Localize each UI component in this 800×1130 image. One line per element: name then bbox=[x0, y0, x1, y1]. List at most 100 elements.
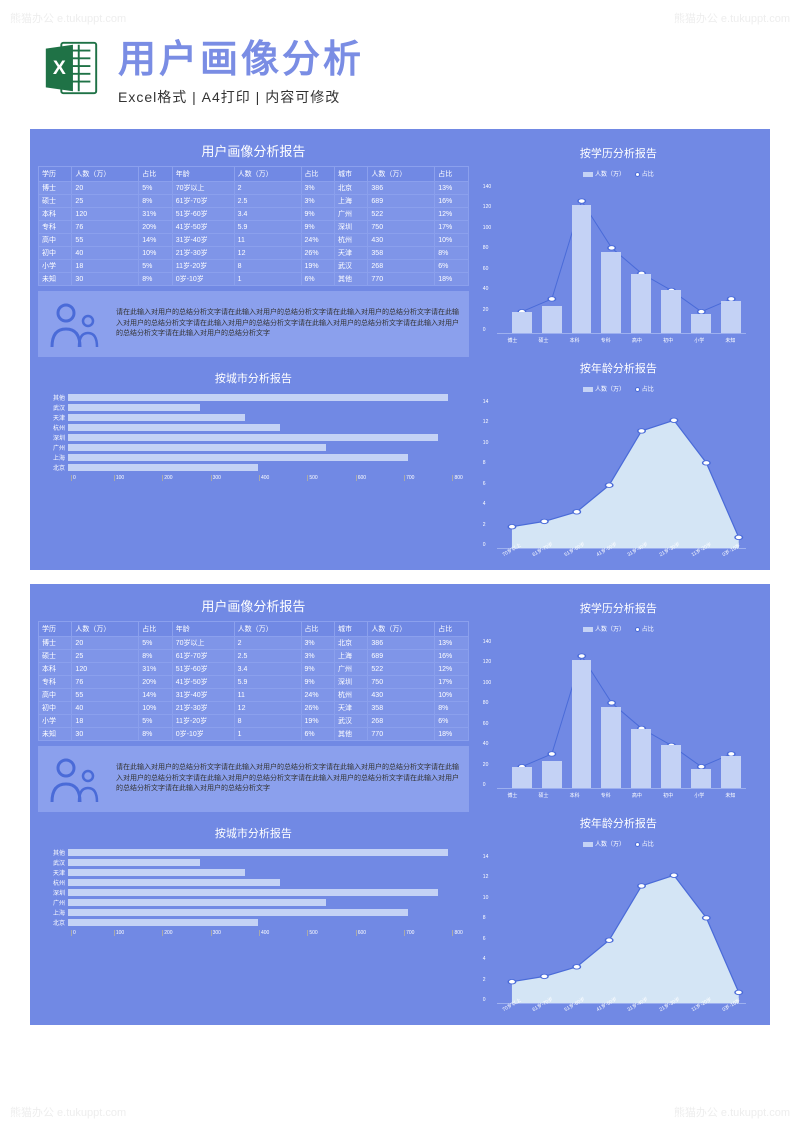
hbar-row: 广州 bbox=[44, 443, 463, 452]
table-header: 年龄 bbox=[172, 167, 234, 182]
table-header: 占比 bbox=[435, 167, 469, 182]
chart-legend: 人数（万） 占比 bbox=[483, 622, 754, 635]
bar bbox=[721, 756, 741, 788]
summary-text: 请在此输入对用户的总结分析文字请在此输入对用户的总结分析文字请在此输入对用户的总… bbox=[116, 763, 461, 795]
table-row: 初中4010%21岁-30岁1226%天津3588% bbox=[39, 702, 469, 715]
city-chart-title: 按城市分析报告 bbox=[44, 821, 463, 847]
summary-panel: 请在此输入对用户的总结分析文字请在此输入对用户的总结分析文字请在此输入对用户的总… bbox=[38, 291, 469, 357]
bar bbox=[661, 745, 681, 788]
chart-legend: 人数（万） 占比 bbox=[483, 167, 754, 180]
people-icon bbox=[46, 299, 106, 349]
table-header: 占比 bbox=[435, 622, 469, 637]
table-header: 人数（万） bbox=[72, 622, 139, 637]
bar bbox=[691, 769, 711, 788]
edu-chart-panel: 按学历分析报告 人数（万） 占比 020406080100120140 博士硕士… bbox=[475, 137, 762, 347]
dashboard: 用户画像分析报告 学历人数（万）占比年龄人数（万）占比城市人数（万）占比 博士2… bbox=[30, 584, 770, 1025]
hbar-row: 天津 bbox=[44, 868, 463, 877]
data-table: 学历人数（万）占比年龄人数（万）占比城市人数（万）占比 博士205%70岁以上2… bbox=[38, 166, 469, 286]
hbar-row: 深圳 bbox=[44, 888, 463, 897]
table-row: 博士205%70岁以上23%北京38613% bbox=[39, 182, 469, 195]
table-header: 城市 bbox=[334, 167, 367, 182]
hbar-row: 北京 bbox=[44, 918, 463, 927]
report-title: 用户画像分析报告 bbox=[38, 592, 469, 621]
report-title: 用户画像分析报告 bbox=[38, 137, 469, 166]
city-chart-title: 按城市分析报告 bbox=[44, 366, 463, 392]
table-row: 专科7620%41岁-50岁5.99%深圳75017% bbox=[39, 676, 469, 689]
data-table: 学历人数（万）占比年龄人数（万）占比城市人数（万）占比 博士205%70岁以上2… bbox=[38, 621, 469, 741]
bar bbox=[721, 301, 741, 333]
dashboard: 用户画像分析报告 学历人数（万）占比年龄人数（万）占比城市人数（万）占比 博士2… bbox=[30, 129, 770, 570]
page-subtitle: Excel格式 | A4打印 | 内容可修改 bbox=[118, 87, 760, 107]
svg-text:X: X bbox=[53, 56, 66, 78]
table-header: 城市 bbox=[334, 622, 367, 637]
age-chart-panel: 按年龄分析报告 人数（万） 占比 02468101214 70岁以上61岁-70… bbox=[475, 352, 762, 562]
bar bbox=[661, 290, 681, 333]
hbar-row: 武汉 bbox=[44, 403, 463, 412]
excel-icon: X bbox=[40, 37, 102, 99]
table-header: 占比 bbox=[301, 622, 334, 637]
table-header: 人数（万） bbox=[368, 167, 435, 182]
table-header: 占比 bbox=[139, 622, 172, 637]
bar bbox=[512, 767, 532, 788]
chart-legend: 人数（万） 占比 bbox=[483, 837, 754, 850]
watermark: 熊猫办公 e.tukuppt.com bbox=[10, 1104, 126, 1120]
page-title: 用户画像分析 bbox=[118, 28, 760, 83]
bar bbox=[572, 660, 592, 788]
table-header: 人数（万） bbox=[72, 167, 139, 182]
hbar-row: 武汉 bbox=[44, 858, 463, 867]
bar bbox=[691, 314, 711, 333]
table-row: 未知308%0岁-10岁16%其他77018% bbox=[39, 273, 469, 286]
bar bbox=[542, 306, 562, 333]
bar bbox=[631, 729, 651, 788]
edu-chart-title: 按学历分析报告 bbox=[483, 141, 754, 167]
bar bbox=[512, 312, 532, 333]
table-header: 占比 bbox=[301, 167, 334, 182]
age-chart-title: 按年龄分析报告 bbox=[483, 356, 754, 382]
table-header: 人数（万） bbox=[368, 622, 435, 637]
table-header: 占比 bbox=[139, 167, 172, 182]
table-row: 未知308%0岁-10岁16%其他77018% bbox=[39, 728, 469, 741]
bar bbox=[601, 707, 621, 788]
bar bbox=[631, 274, 651, 333]
table-row: 博士205%70岁以上23%北京38613% bbox=[39, 637, 469, 650]
age-chart-title: 按年龄分析报告 bbox=[483, 811, 754, 837]
hbar-row: 其他 bbox=[44, 393, 463, 402]
watermark: 熊猫办公 e.tukuppt.com bbox=[674, 1104, 790, 1120]
bar bbox=[601, 252, 621, 333]
hbar-row: 其他 bbox=[44, 848, 463, 857]
hbar-row: 上海 bbox=[44, 908, 463, 917]
table-header: 学历 bbox=[39, 622, 72, 637]
table-header: 人数（万） bbox=[234, 622, 301, 637]
table-row: 本科12031%51岁-60岁3.49%广州52212% bbox=[39, 208, 469, 221]
hbar-row: 北京 bbox=[44, 463, 463, 472]
table-row: 初中4010%21岁-30岁1226%天津3588% bbox=[39, 247, 469, 260]
main-report-panel: 用户画像分析报告 学历人数（万）占比年龄人数（万）占比城市人数（万）占比 博士2… bbox=[38, 592, 469, 741]
table-row: 高中5514%31岁-40岁1124%杭州43010% bbox=[39, 689, 469, 702]
chart-legend: 人数（万） 占比 bbox=[483, 382, 754, 395]
city-chart-panel: 按城市分析报告 其他武汉天津杭州深圳广州上海北京 010020030040050… bbox=[38, 362, 469, 489]
people-icon bbox=[46, 754, 106, 804]
table-row: 硕士258%61岁-70岁2.53%上海68916% bbox=[39, 650, 469, 663]
hbar-row: 深圳 bbox=[44, 433, 463, 442]
summary-panel: 请在此输入对用户的总结分析文字请在此输入对用户的总结分析文字请在此输入对用户的总… bbox=[38, 746, 469, 812]
city-chart-panel: 按城市分析报告 其他武汉天津杭州深圳广州上海北京 010020030040050… bbox=[38, 817, 469, 944]
hbar-row: 杭州 bbox=[44, 423, 463, 432]
hbar-row: 天津 bbox=[44, 413, 463, 422]
age-chart-panel: 按年龄分析报告 人数（万） 占比 02468101214 70岁以上61岁-70… bbox=[475, 807, 762, 1017]
bar bbox=[542, 761, 562, 788]
hbar-row: 杭州 bbox=[44, 878, 463, 887]
table-row: 硕士258%61岁-70岁2.53%上海68916% bbox=[39, 195, 469, 208]
bar bbox=[572, 205, 592, 333]
edu-chart-panel: 按学历分析报告 人数（万） 占比 020406080100120140 博士硕士… bbox=[475, 592, 762, 802]
table-header: 人数（万） bbox=[234, 167, 301, 182]
main-report-panel: 用户画像分析报告 学历人数（万）占比年龄人数（万）占比城市人数（万）占比 博士2… bbox=[38, 137, 469, 286]
edu-chart-title: 按学历分析报告 bbox=[483, 596, 754, 622]
table-header: 年龄 bbox=[172, 622, 234, 637]
table-row: 小学185%11岁-20岁819%武汉2686% bbox=[39, 260, 469, 273]
hbar-row: 广州 bbox=[44, 898, 463, 907]
table-row: 小学185%11岁-20岁819%武汉2686% bbox=[39, 715, 469, 728]
table-row: 本科12031%51岁-60岁3.49%广州52212% bbox=[39, 663, 469, 676]
table-header: 学历 bbox=[39, 167, 72, 182]
hbar-row: 上海 bbox=[44, 453, 463, 462]
table-row: 高中5514%31岁-40岁1124%杭州43010% bbox=[39, 234, 469, 247]
